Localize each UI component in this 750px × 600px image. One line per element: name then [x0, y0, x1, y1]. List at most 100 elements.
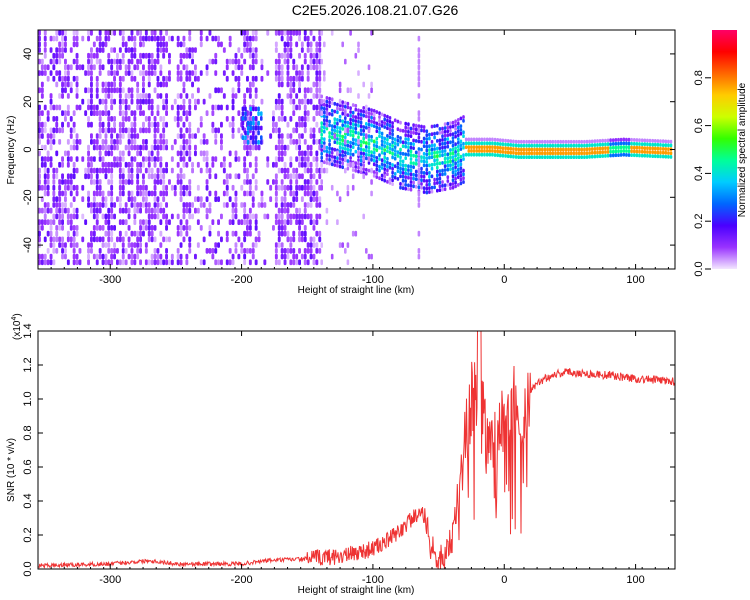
heatmap-cell [375, 171, 379, 175]
heatmap-cell [309, 202, 313, 208]
heatmap-cell [220, 139, 223, 145]
heatmap-cell [341, 119, 344, 124]
heatmap-cell [543, 147, 547, 152]
heatmap-cell [417, 150, 421, 157]
heatmap-cell [372, 162, 376, 167]
heatmap-cell [333, 147, 337, 152]
heatmap-cell [425, 171, 429, 176]
heatmap-cell [231, 98, 235, 105]
heatmap-cell [69, 202, 73, 208]
heatmap-cell [303, 104, 307, 111]
heatmap-cell [150, 58, 154, 65]
heatmap-cell [188, 98, 192, 105]
heatmap-cell [104, 87, 108, 94]
heatmap-cell [127, 47, 131, 53]
heatmap-cell [312, 58, 316, 65]
heatmap-cell [136, 133, 140, 139]
heatmap-cell [320, 58, 323, 65]
heatmap-cell [640, 149, 644, 154]
heatmap-cell [535, 139, 539, 144]
heatmap-cell [564, 139, 568, 144]
heatmap-cell [147, 150, 151, 157]
heatmap-cell [357, 165, 360, 170]
heatmap-cell [292, 75, 296, 82]
heatmap-cell [118, 47, 122, 53]
heatmap-cell [272, 225, 275, 231]
heatmap-cell [312, 64, 316, 71]
heatmap-cell [417, 116, 421, 122]
heatmap-cell [612, 138, 615, 142]
heatmap-cell [254, 125, 258, 131]
heatmap-cell [133, 41, 137, 48]
heatmap-cell [404, 183, 407, 187]
heatmap-cell [205, 167, 209, 174]
heatmap-cell [165, 167, 168, 174]
heatmap-cell [72, 41, 76, 48]
heatmap-cell [338, 118, 342, 123]
heatmap-cell [428, 174, 431, 179]
heatmap-cell [156, 144, 160, 151]
heatmap-cell [280, 230, 284, 237]
heatmap-cell [359, 124, 363, 129]
heatmap-cell [441, 134, 444, 138]
heatmap-cell [409, 130, 413, 135]
heatmap-cell [362, 132, 365, 137]
heatmap-cell [182, 139, 186, 145]
heatmap-cell [292, 202, 296, 208]
heatmap-cell [165, 121, 168, 128]
heatmap-cell [153, 139, 157, 145]
heatmap-cell [295, 127, 299, 134]
heatmap-cell [90, 242, 93, 248]
heatmap-cell [283, 41, 287, 48]
heatmap-cell [303, 35, 307, 42]
heatmap-cell [64, 64, 67, 71]
heatmap-cell [222, 179, 226, 185]
heatmap-cell [365, 145, 368, 149]
heatmap-cell [234, 173, 238, 180]
heatmap-cell [127, 213, 131, 220]
heatmap-cell [383, 140, 386, 145]
heatmap-cell [333, 128, 337, 133]
heatmap-cell [438, 176, 442, 181]
heatmap-cell [635, 138, 639, 142]
heatmap-cell [323, 114, 326, 119]
heatmap-cell [459, 131, 463, 136]
heatmap-cell [139, 41, 142, 48]
heatmap-cell [338, 114, 342, 119]
heatmap-cell [124, 259, 128, 266]
heatmap-cell [52, 219, 56, 225]
heatmap-cell [130, 248, 134, 254]
heatmap-cell [225, 230, 229, 237]
heatmap-cell [425, 186, 429, 191]
heatmap-cell [136, 81, 140, 88]
heatmap-cell [248, 150, 252, 157]
heatmap-cell [354, 138, 358, 143]
heatmap-cell [263, 202, 267, 208]
heatmap-cell [417, 248, 421, 254]
heatmap-cell [156, 253, 160, 260]
heatmap-cell [121, 52, 125, 59]
heatmap-cell [430, 166, 434, 171]
heatmap-cell [257, 202, 261, 208]
heatmap-cell [162, 133, 166, 139]
heatmap-cell [52, 196, 56, 202]
heatmap-cell [254, 30, 258, 36]
heatmap-cell [55, 104, 59, 111]
heatmap-cell [420, 174, 423, 179]
heatmap-cell [651, 154, 654, 158]
heatmap-cell [572, 139, 576, 144]
heatmap-cell [330, 154, 334, 159]
heatmap-cell [182, 156, 186, 162]
heatmap-cell [101, 202, 105, 208]
heatmap-cell [274, 259, 278, 266]
heatmap-cell [351, 145, 355, 149]
heatmap-cell [386, 122, 389, 127]
heatmap-cell [289, 30, 293, 36]
heatmap-cell [142, 52, 145, 59]
heatmap-cell [156, 179, 160, 185]
heatmap-cell [66, 156, 70, 162]
heatmap-cell [375, 125, 379, 130]
heatmap-cell [61, 213, 64, 220]
heatmap-cell [173, 139, 177, 145]
heatmap-cell [170, 259, 174, 266]
